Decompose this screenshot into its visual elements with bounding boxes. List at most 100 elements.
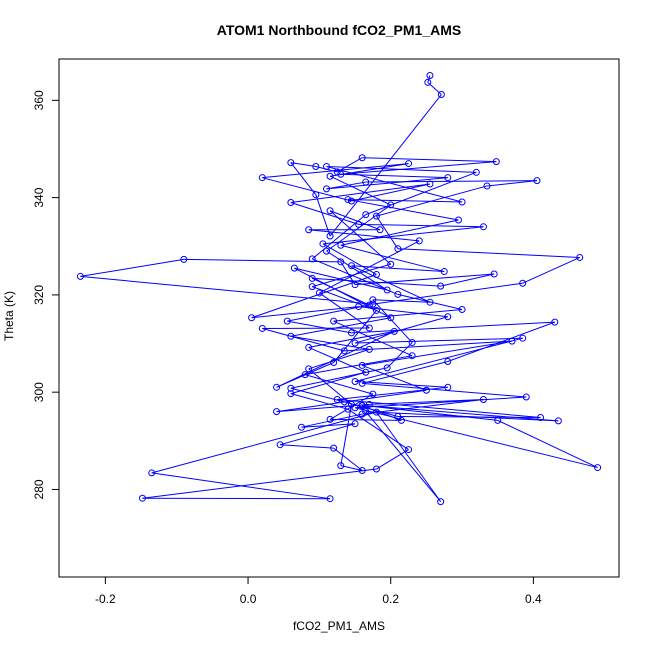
- series-segment: [365, 171, 477, 216]
- series-segment: [362, 404, 559, 422]
- data-point: [76, 272, 84, 280]
- series-segment: [354, 316, 448, 344]
- series-segment: [340, 219, 459, 246]
- data-point: [394, 290, 402, 298]
- data-point: [305, 343, 313, 351]
- data-point: [551, 318, 559, 326]
- series-segment: [333, 310, 377, 363]
- data-point: [472, 168, 480, 176]
- data-point: [330, 359, 338, 367]
- series-segment: [301, 423, 356, 428]
- series-segment: [337, 398, 541, 418]
- series-segment: [362, 361, 448, 384]
- series-segment: [355, 380, 448, 388]
- series-segment: [340, 161, 497, 175]
- series-segment: [322, 226, 484, 245]
- data-point: [533, 177, 541, 185]
- data-point: [301, 371, 309, 379]
- series-segment: [276, 330, 395, 388]
- series-segment: [305, 355, 413, 376]
- data-point: [312, 191, 320, 199]
- series-segment: [142, 468, 377, 499]
- data-point: [594, 464, 602, 472]
- series-segment: [312, 277, 441, 287]
- data-point: [365, 400, 373, 408]
- series-segment: [354, 337, 523, 382]
- data-point: [394, 412, 402, 420]
- data-point: [276, 441, 284, 449]
- data-point: [323, 162, 331, 170]
- data-point: [308, 283, 316, 291]
- series-segment: [333, 447, 363, 471]
- data-point: [330, 317, 338, 325]
- data-point: [326, 172, 334, 180]
- data-point: [405, 160, 413, 168]
- y-tick-label: 340: [32, 187, 46, 207]
- data-point: [440, 268, 448, 276]
- data-point: [351, 339, 359, 347]
- series-segment: [326, 166, 463, 203]
- data-point: [372, 465, 380, 473]
- data-point: [479, 223, 487, 231]
- series-segment: [362, 364, 427, 391]
- series-segment: [301, 413, 363, 428]
- series-segment: [355, 273, 495, 286]
- series-segment: [80, 258, 184, 277]
- series-segment: [340, 465, 363, 471]
- data-point: [383, 364, 391, 372]
- data-point: [519, 334, 527, 342]
- series-segment: [329, 393, 374, 420]
- data-point: [333, 168, 341, 176]
- data-point: [358, 379, 366, 387]
- data-point: [337, 241, 345, 249]
- data-point: [326, 415, 334, 423]
- data-point: [576, 253, 584, 261]
- data-point: [372, 212, 380, 220]
- data-point: [180, 255, 188, 263]
- data-point: [454, 216, 462, 224]
- data-point: [405, 446, 413, 454]
- data-point: [347, 262, 355, 270]
- series-segment: [290, 387, 345, 403]
- series-segment: [326, 250, 388, 291]
- data-point: [330, 444, 338, 452]
- data-point: [287, 384, 295, 392]
- data-point: [537, 413, 545, 421]
- y-axis: 280 300 320 340 360: [32, 90, 60, 499]
- data-point: [394, 245, 402, 253]
- data-point: [355, 220, 363, 228]
- data-point: [283, 317, 291, 325]
- data-point: [344, 196, 352, 204]
- data-point: [337, 462, 345, 470]
- series-segment: [340, 244, 445, 273]
- data-point: [365, 345, 373, 353]
- series-segment: [365, 411, 442, 502]
- series-segment: [290, 371, 366, 395]
- series-segment: [397, 293, 463, 310]
- series-segment: [372, 299, 413, 343]
- series-segment: [304, 374, 374, 395]
- data-point: [308, 255, 316, 263]
- data-point: [347, 329, 355, 337]
- data-point: [369, 300, 377, 308]
- series-segment: [362, 382, 527, 398]
- series-segment: [351, 183, 431, 202]
- x-tick-label: 0.0: [240, 592, 257, 606]
- series-segment: [151, 411, 377, 474]
- series-segment: [319, 292, 370, 329]
- data-point: [390, 327, 398, 335]
- series-segment: [330, 163, 409, 177]
- series-segment: [290, 367, 388, 389]
- data-point: [148, 469, 156, 477]
- data-point: [372, 306, 380, 314]
- data-point: [351, 420, 359, 428]
- data-point: [554, 417, 562, 425]
- series-segment: [355, 396, 527, 409]
- y-tick-label: 320: [32, 285, 46, 305]
- series-segment: [326, 177, 448, 190]
- series-segment: [262, 177, 352, 202]
- series-segment: [376, 411, 442, 502]
- data-point: [372, 408, 380, 416]
- data-point: [351, 377, 359, 385]
- series-segment: [262, 163, 409, 179]
